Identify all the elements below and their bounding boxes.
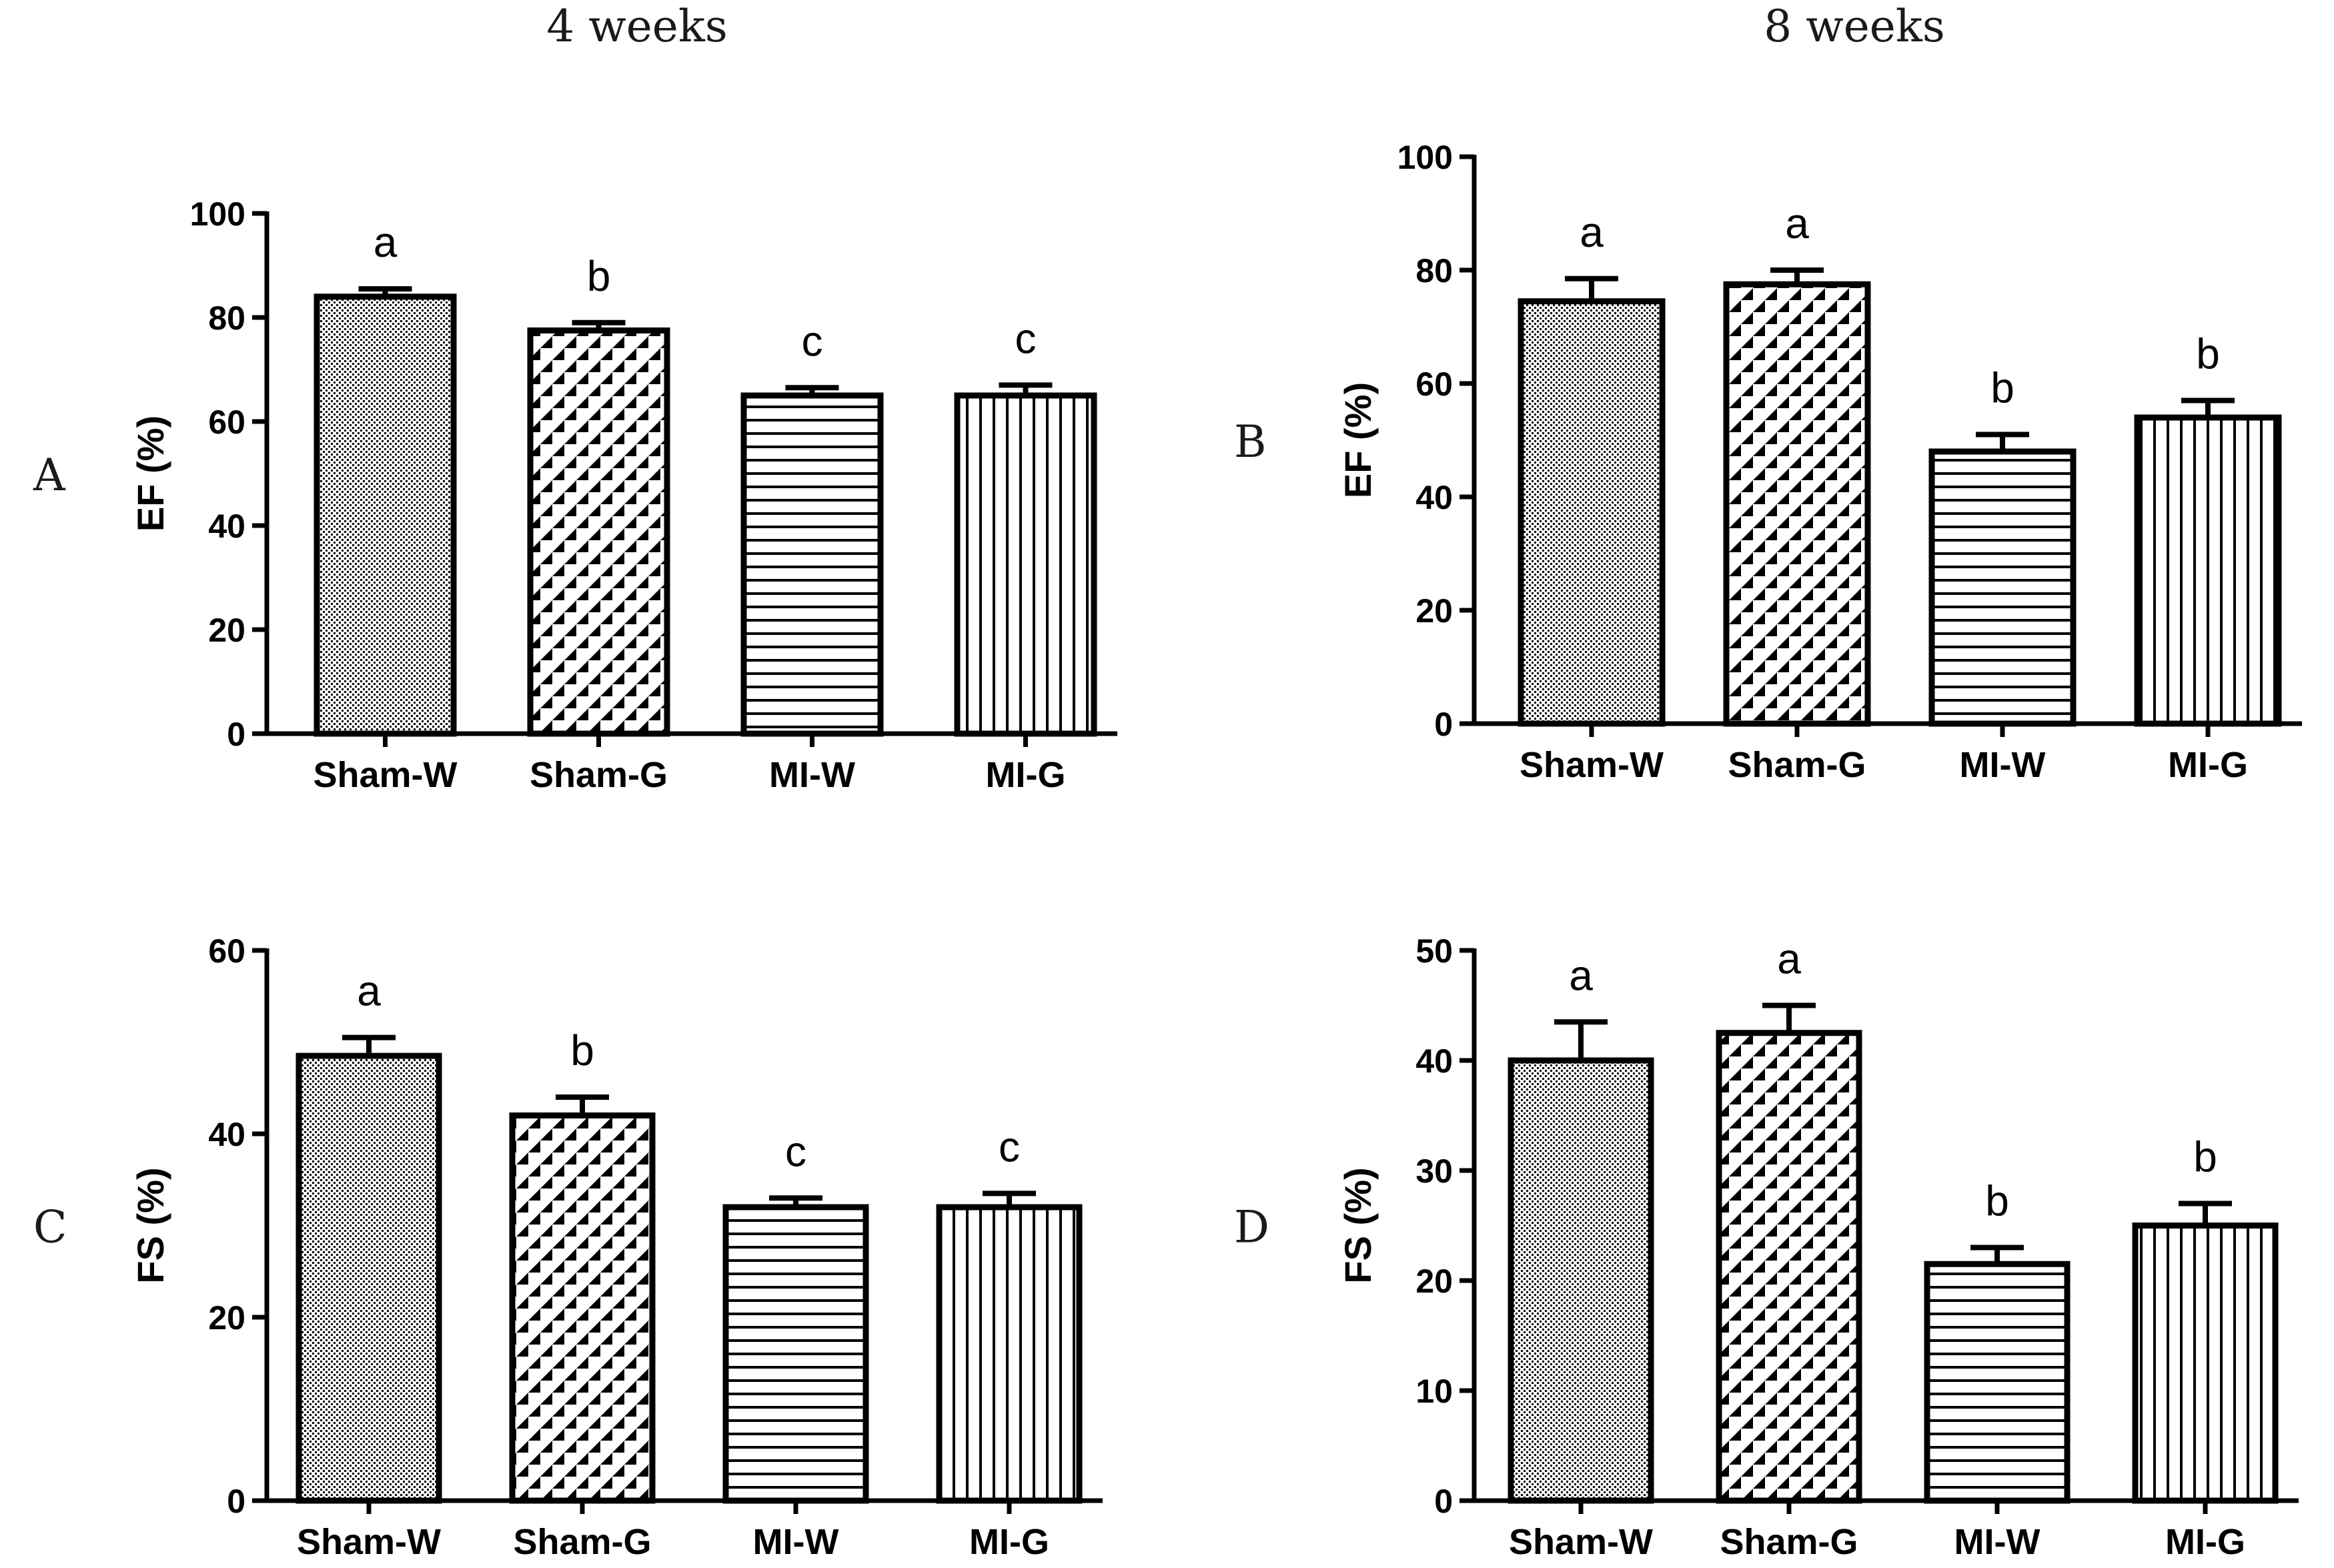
y-tick-label: 20 xyxy=(208,612,245,649)
y-tick-label: 50 xyxy=(1415,932,1453,970)
y-tick-label: 100 xyxy=(1397,139,1453,176)
bar-sham-w xyxy=(1518,298,1666,727)
y-tick-label: 0 xyxy=(1434,706,1453,743)
significance-letter: b xyxy=(1985,1177,2009,1225)
y-axis-label: FS (%) xyxy=(129,1167,171,1283)
y-tick-label: 20 xyxy=(208,1299,245,1337)
panel-b-ef-8-weeks: B EF (%) 0 20 40 60 80 100 a Sham-W a Sham-G b MI-W b M… xyxy=(1234,139,2302,785)
significance-letter: c xyxy=(785,1127,806,1175)
x-category-label: MI-G xyxy=(2168,745,2248,785)
significance-letter: a xyxy=(1785,199,1809,247)
bar-sham-w xyxy=(1508,1057,1654,1504)
y-tick-label: 40 xyxy=(1415,479,1453,516)
significance-letter: c xyxy=(1015,314,1037,362)
y-tick-label: 30 xyxy=(1415,1152,1453,1190)
bar-sham-g xyxy=(509,1112,656,1504)
x-category-label: MI-G xyxy=(969,1522,1049,1562)
bar-sham-g xyxy=(1723,281,1871,727)
y-tick-label: 60 xyxy=(208,932,245,970)
bar-mi-g xyxy=(2132,1223,2279,1504)
y-axis-label: EF (%) xyxy=(129,416,171,532)
bar-mi-g xyxy=(2134,414,2282,727)
y-tick-label: 40 xyxy=(208,508,245,545)
significance-letter: b xyxy=(570,1026,594,1074)
bar-mi-w xyxy=(722,1204,869,1504)
panel-c-fs-4-weeks: C FS (%) 0 20 40 60 a Sham-W b Sham-G c MI-W c MI-G xyxy=(33,932,1103,1562)
x-category-label: Sham-G xyxy=(1720,1522,1858,1562)
bar-sham-g xyxy=(527,327,670,737)
y-axis-label: FS (%) xyxy=(1337,1167,1379,1283)
y-tick-label: 20 xyxy=(1415,1263,1453,1300)
bar-mi-w xyxy=(740,392,884,737)
panel-letter: B xyxy=(1234,416,1267,468)
significance-letter: a xyxy=(1580,208,1604,256)
y-tick-label: 40 xyxy=(1415,1042,1453,1080)
significance-letter: a xyxy=(374,218,398,266)
bar-sham-g xyxy=(1716,1030,1862,1504)
bar-sham-w xyxy=(314,293,457,737)
x-category-label: Sham-G xyxy=(1728,745,1866,785)
panel-letter: D xyxy=(1234,1202,1269,1253)
panel-a-ef-4-weeks: A EF (%) 0 20 40 60 80 100 a Sham-W b Sham-G c MI-W c M… xyxy=(33,195,1117,795)
column-title-4-weeks: 4 weeks xyxy=(546,1,727,52)
x-category-label: Sham-W xyxy=(314,755,458,795)
significance-letter: c xyxy=(802,317,823,365)
x-category-label: MI-W xyxy=(769,755,855,795)
x-category-label: Sham-W xyxy=(297,1522,441,1562)
x-category-label: Sham-W xyxy=(1520,745,1664,785)
y-tick-label: 60 xyxy=(208,404,245,441)
panel-d-fs-8-weeks: D FS (%) 0 10 20 30 40 50 a Sham-W a Sham-G b MI-W b MI… xyxy=(1234,932,2299,1562)
bar-mi-g xyxy=(954,392,1097,737)
y-tick-label: 0 xyxy=(227,716,245,753)
column-title-8-weeks: 8 weeks xyxy=(1764,1,1944,52)
significance-letter: b xyxy=(2196,330,2220,378)
x-category-label: Sham-G xyxy=(513,1522,651,1562)
panel-letter: C xyxy=(33,1202,67,1253)
y-tick-label: 20 xyxy=(1415,592,1453,630)
bar-mi-g xyxy=(936,1204,1083,1504)
panel-letter: A xyxy=(33,450,66,501)
y-tick-label: 10 xyxy=(1415,1373,1453,1410)
y-tick-label: 40 xyxy=(208,1116,245,1153)
significance-letter: b xyxy=(587,252,611,300)
significance-letter: a xyxy=(1777,935,1801,983)
x-category-label: MI-G xyxy=(986,755,1066,795)
significance-letter: a xyxy=(1569,951,1593,999)
x-category-label: MI-W xyxy=(1960,745,2046,785)
bar-sham-w xyxy=(296,1052,442,1504)
x-category-label: Sham-W xyxy=(1509,1522,1653,1562)
significance-letter: b xyxy=(1990,364,2014,412)
bar-mi-w xyxy=(1928,448,2077,727)
x-category-label: MI-W xyxy=(753,1522,839,1562)
y-tick-label: 0 xyxy=(1434,1483,1453,1520)
y-tick-label: 80 xyxy=(208,299,245,337)
bar-mi-w xyxy=(1924,1261,2071,1504)
significance-letter: a xyxy=(357,967,381,1015)
x-category-label: Sham-G xyxy=(530,755,668,795)
y-tick-label: 80 xyxy=(1415,252,1453,289)
y-tick-label: 100 xyxy=(190,195,245,233)
y-axis-label: EF (%) xyxy=(1337,382,1379,498)
x-category-label: MI-G xyxy=(2165,1522,2245,1562)
y-tick-label: 60 xyxy=(1415,365,1453,403)
y-tick-label: 0 xyxy=(227,1483,245,1520)
significance-letter: c xyxy=(999,1122,1020,1170)
x-category-label: MI-W xyxy=(1954,1522,2040,1562)
significance-letter: b xyxy=(2193,1133,2217,1181)
